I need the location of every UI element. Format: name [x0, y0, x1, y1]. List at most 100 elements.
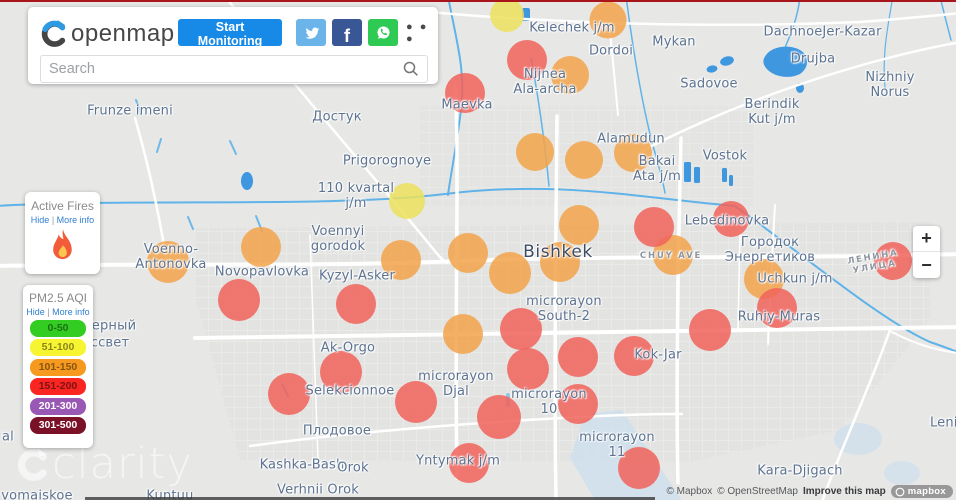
- aqi-marker[interactable]: [589, 1, 627, 39]
- search-icon: [403, 61, 419, 77]
- search-box: [40, 55, 428, 83]
- aqi-marker[interactable]: [559, 205, 599, 245]
- search-input[interactable]: [41, 61, 403, 77]
- aqi-marker[interactable]: [757, 288, 797, 328]
- aqi-marker[interactable]: [336, 284, 376, 324]
- aqi-marker[interactable]: [477, 395, 521, 439]
- aqi-marker[interactable]: [320, 351, 362, 393]
- aqi-marker[interactable]: [490, 0, 524, 32]
- mapbox-attribution-link[interactable]: © Mapbox: [666, 486, 713, 497]
- facebook-button[interactable]: f: [332, 19, 362, 46]
- map-label: Kara-Djigach: [757, 463, 843, 479]
- aqi-scale-chip: 151-200: [30, 378, 86, 395]
- aqi-marker[interactable]: [395, 381, 437, 423]
- map-label: vomaiskoe: [1, 488, 73, 500]
- map-label: Drujba: [790, 51, 836, 67]
- aqi-hide-link[interactable]: Hide: [26, 307, 45, 317]
- map-label: ссвет: [90, 335, 130, 351]
- aqi-marker[interactable]: [516, 133, 554, 171]
- twitter-button[interactable]: [296, 19, 326, 46]
- aqi-marker[interactable]: [614, 336, 654, 376]
- mapbox-logo-badge[interactable]: mapbox: [890, 485, 953, 498]
- map-label: al: [2, 429, 14, 445]
- zoom-in-button[interactable]: +: [913, 226, 940, 252]
- header-card: openmap Start Monitoring f ● ● ●: [28, 7, 438, 84]
- map-label: Prigorognoye: [342, 153, 432, 169]
- fires-hide-link[interactable]: Hide: [30, 215, 50, 225]
- map-label: Frunze imeni: [87, 103, 173, 119]
- start-monitoring-button[interactable]: Start Monitoring: [178, 19, 282, 48]
- aqi-marker[interactable]: [389, 183, 425, 219]
- whatsapp-icon: [376, 26, 390, 39]
- aqi-marker[interactable]: [268, 373, 310, 415]
- map-label: Kashka-Bash: [259, 457, 345, 473]
- aqi-marker[interactable]: [218, 279, 260, 321]
- fires-link-divider: |: [51, 215, 55, 225]
- aqi-marker[interactable]: [147, 241, 189, 283]
- aqi-marker[interactable]: [507, 348, 549, 390]
- map-label: Sadovoe: [680, 76, 738, 92]
- mapbox-logo-text: mapbox: [907, 486, 946, 497]
- active-fires-panel: Active Fires Hide | More info: [25, 192, 100, 274]
- more-menu-button[interactable]: ● ● ●: [406, 20, 429, 45]
- aqi-marker[interactable]: [381, 240, 421, 280]
- aqi-marker[interactable]: [449, 443, 489, 483]
- aqi-marker[interactable]: [689, 309, 731, 351]
- zoom-out-button[interactable]: −: [921, 254, 932, 275]
- aqi-marker[interactable]: [443, 314, 483, 354]
- aqi-marker[interactable]: [445, 73, 485, 113]
- map-label: Dordoi: [588, 43, 634, 59]
- bottom-edge-strip: [85, 497, 655, 500]
- aqi-marker[interactable]: [540, 242, 580, 282]
- aqi-marker[interactable]: [551, 56, 589, 94]
- map-label: Orok: [337, 460, 369, 476]
- facebook-icon: f: [344, 25, 350, 46]
- map-label: Плодовое: [302, 423, 372, 439]
- map-zoom-control: + −: [913, 226, 940, 278]
- aqi-marker[interactable]: [713, 201, 749, 237]
- aqi-marker[interactable]: [448, 233, 488, 273]
- fires-more-info-link[interactable]: More info: [56, 215, 95, 225]
- aqi-marker[interactable]: [500, 308, 542, 350]
- map-label: 110 kvartal j/m: [317, 181, 395, 211]
- aqi-marker[interactable]: [618, 447, 660, 489]
- map-label: Novopavlovka: [214, 264, 310, 280]
- top-accent-bar: [0, 0, 956, 2]
- whatsapp-button[interactable]: [368, 19, 398, 46]
- aqi-more-info-link[interactable]: More info: [52, 307, 90, 317]
- aqi-marker[interactable]: [489, 252, 531, 294]
- aqi-panel-title: PM2.5 AQI: [28, 291, 88, 305]
- aqi-scale-chip: 301-500: [30, 417, 86, 434]
- map-label: Mykan: [652, 34, 696, 50]
- map-label: Vostok: [702, 148, 748, 164]
- map-label: Kyzyl-Asker: [318, 268, 396, 284]
- map-label: Lenin: [929, 415, 956, 431]
- map-attribution: © Mapbox © OpenStreetMap Improve this ma…: [666, 485, 953, 498]
- aqi-scale-chip: 0-50: [30, 319, 86, 337]
- aqi-marker[interactable]: [558, 337, 598, 377]
- aqi-scale-chip: 101-150: [30, 358, 86, 376]
- map-label: Dachnoe: [763, 24, 823, 40]
- openmap-logo: openmap: [40, 20, 175, 48]
- openmap-logo-icon: [41, 20, 66, 47]
- aqi-scale-chip: 201-300: [30, 397, 86, 415]
- twitter-icon: [305, 27, 319, 39]
- logo-text: openmap: [71, 20, 175, 47]
- aqi-marker[interactable]: [614, 134, 652, 172]
- osm-attribution-link[interactable]: © OpenStreetMap: [717, 486, 798, 497]
- aqi-marker[interactable]: [874, 242, 912, 280]
- aqi-marker[interactable]: [558, 384, 598, 424]
- improve-map-link[interactable]: Improve this map: [802, 486, 886, 497]
- map-label: ерный: [91, 318, 137, 334]
- aqi-marker[interactable]: [241, 227, 281, 267]
- map-label: Jer-Kazar: [822, 24, 882, 40]
- map-label: Voennyi gorodok: [310, 224, 366, 254]
- aqi-marker[interactable]: [507, 40, 547, 80]
- aqi-scale-chip: 51-100: [30, 339, 86, 356]
- mapbox-logo-icon: [895, 487, 905, 496]
- map-label: Достук: [312, 109, 362, 125]
- map-label: Berindik Kut j/m: [744, 97, 800, 127]
- aqi-marker[interactable]: [565, 141, 603, 179]
- aqi-marker[interactable]: [634, 207, 674, 247]
